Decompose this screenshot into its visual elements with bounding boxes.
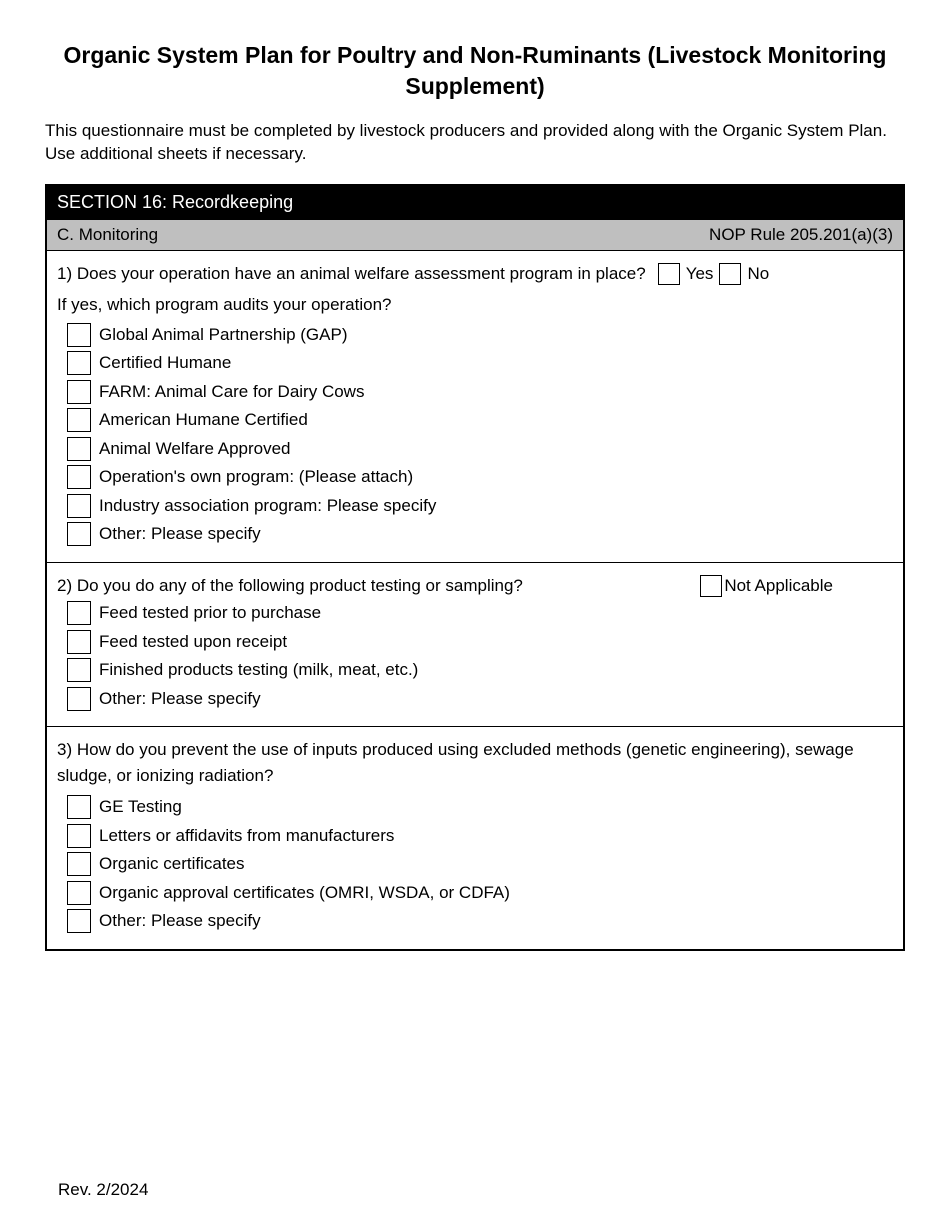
- option-label: Organic approval certificates (OMRI, WSD…: [99, 880, 510, 906]
- checkbox-option[interactable]: [67, 408, 91, 432]
- option-label: Industry association program: Please spe…: [99, 493, 436, 519]
- option-label: American Humane Certified: [99, 407, 308, 433]
- question-3-text: 3) How do you prevent the use of inputs …: [57, 737, 893, 788]
- intro-text: This questionnaire must be completed by …: [45, 120, 905, 166]
- checkbox-option[interactable]: [67, 465, 91, 489]
- checkbox-option[interactable]: [67, 351, 91, 375]
- option-row: Industry association program: Please spe…: [65, 493, 893, 519]
- checkbox-option[interactable]: [67, 824, 91, 848]
- option-label: Certified Humane: [99, 350, 231, 376]
- question-2-row: 2) Do you do any of the following produc…: [57, 573, 893, 599]
- option-label: GE Testing: [99, 794, 182, 820]
- checkbox-no[interactable]: [719, 263, 741, 285]
- checkbox-yes[interactable]: [658, 263, 680, 285]
- question-3-options: GE Testing Letters or affidavits from ma…: [57, 794, 893, 934]
- option-row: Operation's own program: (Please attach): [65, 464, 893, 490]
- checkbox-option[interactable]: [67, 795, 91, 819]
- option-row: GE Testing: [65, 794, 893, 820]
- question-2-text: 2) Do you do any of the following produc…: [57, 573, 523, 599]
- checkbox-option[interactable]: [67, 601, 91, 625]
- question-1-options: Global Animal Partnership (GAP) Certifie…: [57, 322, 893, 547]
- checkbox-option[interactable]: [67, 630, 91, 654]
- checkbox-option[interactable]: [67, 437, 91, 461]
- option-row: Feed tested prior to purchase: [65, 600, 893, 626]
- option-row: Other: Please specify: [65, 908, 893, 934]
- question-2-options: Feed tested prior to purchase Feed teste…: [57, 600, 893, 711]
- label-na: Not Applicable: [724, 573, 833, 599]
- question-1-block: 1) Does your operation have an animal we…: [47, 250, 903, 562]
- checkbox-option[interactable]: [67, 494, 91, 518]
- option-row: Other: Please specify: [65, 686, 893, 712]
- option-label: Global Animal Partnership (GAP): [99, 322, 348, 348]
- option-row: Global Animal Partnership (GAP): [65, 322, 893, 348]
- checkbox-option[interactable]: [67, 323, 91, 347]
- checkbox-option[interactable]: [67, 852, 91, 876]
- option-label: Animal Welfare Approved: [99, 436, 291, 462]
- section-header: SECTION 16: Recordkeeping: [47, 186, 903, 219]
- na-group: Not Applicable: [698, 573, 893, 599]
- footer-revision: Rev. 2/2024: [58, 1180, 148, 1200]
- option-row: Organic certificates: [65, 851, 893, 877]
- label-no: No: [747, 261, 769, 287]
- option-row: FARM: Animal Care for Dairy Cows: [65, 379, 893, 405]
- checkbox-option[interactable]: [67, 687, 91, 711]
- option-label: Feed tested upon receipt: [99, 629, 287, 655]
- question-3-block: 3) How do you prevent the use of inputs …: [47, 726, 903, 949]
- checkbox-option[interactable]: [67, 881, 91, 905]
- sub-header: C. Monitoring NOP Rule 205.201(a)(3): [47, 219, 903, 250]
- checkbox-option[interactable]: [67, 522, 91, 546]
- option-label: Letters or affidavits from manufacturers: [99, 823, 394, 849]
- option-label: Other: Please specify: [99, 908, 261, 934]
- page: Organic System Plan for Poultry and Non-…: [0, 0, 950, 1230]
- question-1-followup: If yes, which program audits your operat…: [57, 292, 893, 318]
- option-label: Organic certificates: [99, 851, 245, 877]
- checkbox-option[interactable]: [67, 658, 91, 682]
- sub-header-left: C. Monitoring: [57, 225, 158, 245]
- checkbox-option[interactable]: [67, 380, 91, 404]
- option-label: Operation's own program: (Please attach): [99, 464, 413, 490]
- option-label: Other: Please specify: [99, 521, 261, 547]
- option-row: Letters or affidavits from manufacturers: [65, 823, 893, 849]
- sub-header-right: NOP Rule 205.201(a)(3): [709, 225, 893, 245]
- option-row: American Humane Certified: [65, 407, 893, 433]
- option-row: Certified Humane: [65, 350, 893, 376]
- page-title: Organic System Plan for Poultry and Non-…: [45, 40, 905, 102]
- option-row: Animal Welfare Approved: [65, 436, 893, 462]
- option-row: Other: Please specify: [65, 521, 893, 547]
- question-2-block: 2) Do you do any of the following produc…: [47, 562, 903, 727]
- checkbox-na[interactable]: [700, 575, 722, 597]
- option-label: FARM: Animal Care for Dairy Cows: [99, 379, 364, 405]
- option-label: Other: Please specify: [99, 686, 261, 712]
- option-label: Finished products testing (milk, meat, e…: [99, 657, 418, 683]
- question-1-text: 1) Does your operation have an animal we…: [57, 261, 646, 287]
- question-1-row: 1) Does your operation have an animal we…: [57, 261, 893, 287]
- option-row: Finished products testing (milk, meat, e…: [65, 657, 893, 683]
- option-label: Feed tested prior to purchase: [99, 600, 321, 626]
- checkbox-option[interactable]: [67, 909, 91, 933]
- option-row: Organic approval certificates (OMRI, WSD…: [65, 880, 893, 906]
- option-row: Feed tested upon receipt: [65, 629, 893, 655]
- label-yes: Yes: [686, 261, 714, 287]
- form-table: SECTION 16: Recordkeeping C. Monitoring …: [45, 184, 905, 951]
